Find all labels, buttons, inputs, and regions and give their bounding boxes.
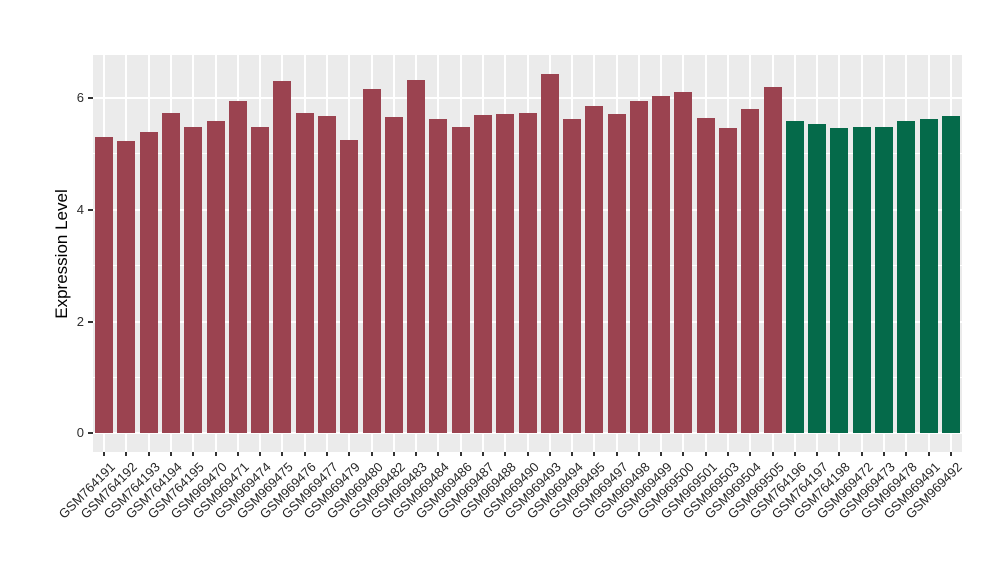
x-tick-mark — [526, 452, 529, 456]
x-tick-mark — [504, 452, 507, 456]
x-tick-mark — [927, 452, 930, 456]
bar-GSM764194 — [161, 113, 180, 434]
bar-GSM969504 — [741, 108, 760, 434]
bar-GSM969498 — [629, 100, 648, 434]
bar-GSM969478 — [897, 121, 916, 434]
x-tick-mark — [615, 452, 618, 456]
x-tick-mark — [838, 452, 841, 456]
y-tick-mark — [88, 432, 93, 435]
bar-GSM764198 — [830, 127, 849, 434]
bar-GSM969479 — [340, 139, 359, 434]
bar-GSM969483 — [407, 80, 426, 434]
x-tick-mark — [548, 452, 551, 456]
x-tick-mark — [593, 452, 596, 456]
bar-GSM969500 — [674, 92, 693, 434]
bar-GSM969505 — [763, 86, 782, 434]
x-tick-mark — [259, 452, 262, 456]
y-tick-label-2: 2 — [76, 313, 84, 329]
x-tick-mark — [214, 452, 217, 456]
x-tick-mark — [793, 452, 796, 456]
y-tick-mark — [88, 208, 93, 211]
bar-GSM969477 — [317, 115, 336, 434]
x-tick-mark — [392, 452, 395, 456]
bar-GSM969486 — [451, 126, 470, 434]
bar-GSM969503 — [719, 127, 738, 434]
x-tick-mark — [459, 452, 462, 456]
bar-GSM969474 — [251, 126, 270, 434]
bar-GSM969472 — [852, 127, 871, 434]
bar-GSM969470 — [206, 121, 225, 434]
x-tick-mark — [660, 452, 663, 456]
y-axis-title: Expression Level — [52, 189, 71, 319]
x-tick-mark — [370, 452, 373, 456]
bar-GSM969501 — [696, 117, 715, 434]
bar-GSM969492 — [941, 116, 960, 434]
x-tick-mark — [727, 452, 730, 456]
bar-GSM764192 — [117, 141, 136, 434]
y-tick-label-6: 6 — [76, 90, 84, 105]
bar-GSM969495 — [585, 105, 604, 434]
bar-GSM969499 — [652, 95, 671, 434]
y-tick-mark — [88, 97, 93, 99]
bar-GSM969482 — [384, 117, 403, 434]
bar-GSM969484 — [429, 118, 448, 434]
x-tick-mark — [860, 452, 863, 456]
x-tick-mark — [571, 452, 574, 456]
x-tick-mark — [192, 452, 195, 456]
x-tick-mark — [905, 452, 908, 456]
plot-panel — [93, 55, 962, 452]
x-tick-mark — [816, 452, 819, 456]
y-tick-mark — [88, 320, 93, 323]
bar-GSM969476 — [295, 112, 314, 434]
x-tick-mark — [303, 452, 306, 456]
bar-GSM969475 — [273, 80, 292, 434]
x-tick-mark — [147, 452, 150, 456]
bar-GSM764191 — [95, 137, 114, 434]
bar-GSM969488 — [496, 113, 515, 434]
bar-GSM969494 — [563, 118, 582, 434]
x-tick-mark — [415, 452, 418, 456]
bar-GSM969493 — [540, 73, 559, 434]
x-tick-mark — [281, 452, 284, 456]
x-tick-mark — [325, 452, 328, 456]
x-tick-mark — [682, 452, 685, 456]
y-tick-label-0: 0 — [76, 425, 84, 441]
x-tick-mark — [949, 452, 952, 456]
x-tick-mark — [103, 452, 106, 456]
bar-GSM764193 — [139, 131, 158, 434]
x-tick-mark — [637, 452, 640, 456]
x-tick-mark — [348, 452, 351, 456]
bar-GSM764195 — [184, 126, 203, 434]
x-tick-mark — [437, 452, 440, 456]
x-tick-mark — [771, 452, 774, 456]
bar-GSM969491 — [919, 118, 938, 434]
bar-GSM969497 — [607, 114, 626, 434]
x-tick-mark — [169, 452, 172, 456]
x-tick-mark — [704, 452, 707, 456]
bar-GSM764197 — [808, 123, 827, 434]
bar-GSM764196 — [785, 121, 804, 434]
x-tick-mark — [125, 452, 128, 456]
x-tick-mark — [481, 452, 484, 456]
y-tick-label-4: 4 — [76, 201, 84, 217]
bar-GSM969490 — [518, 113, 537, 434]
bar-GSM969473 — [875, 127, 893, 434]
x-tick-mark — [883, 452, 885, 456]
x-tick-mark — [236, 452, 239, 456]
x-tick-mark — [749, 452, 752, 456]
bar-GSM969480 — [362, 89, 381, 434]
bar-GSM969471 — [228, 101, 247, 434]
bar-GSM969487 — [473, 114, 492, 434]
